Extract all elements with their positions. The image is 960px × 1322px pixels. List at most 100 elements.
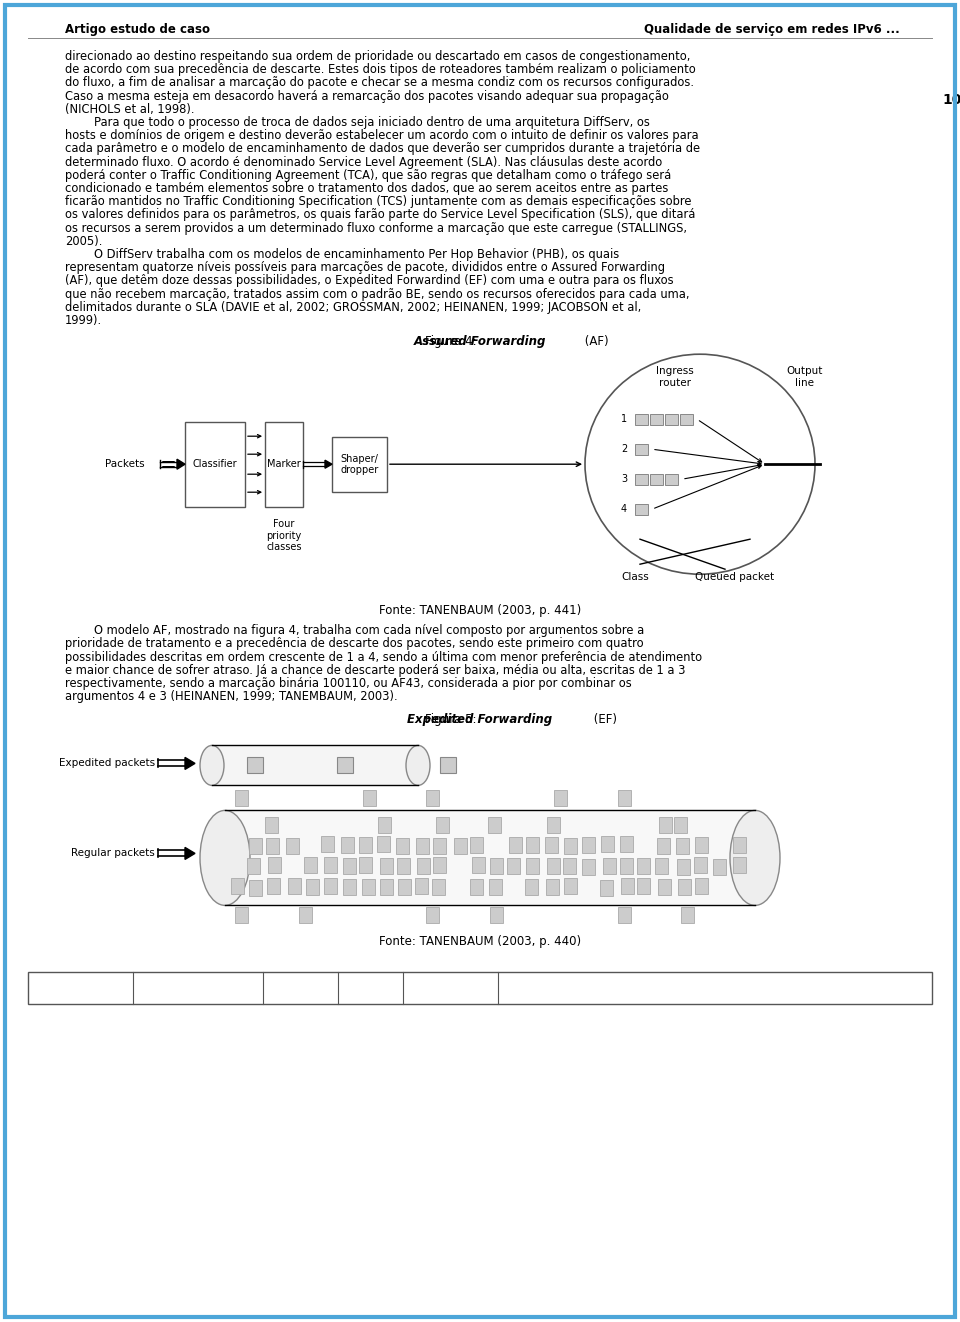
Polygon shape [185,847,195,859]
Bar [617,791,631,806]
Bar [433,838,446,854]
Text: possibilidades descritas em ordem crescente de 1 a 4, sendo a última com menor p: possibilidades descritas em ordem cresce… [65,650,702,664]
Bar [635,444,648,455]
Text: 104: 104 [943,93,960,107]
Text: hosts e domínios de origem e destino deverão estabelecer um acordo com o intuito: hosts e domínios de origem e destino dev… [65,130,699,143]
Text: v.3: v.3 [293,984,308,993]
Bar [732,837,746,853]
Bar [545,837,558,853]
Bar [398,879,411,895]
Polygon shape [325,460,332,468]
Ellipse shape [730,810,780,906]
Polygon shape [185,758,195,769]
Bar [712,859,726,875]
Text: que não recebem marcação, tratados assim com o padrão BE, sendo os recursos ofer: que não recebem marcação, tratados assim… [65,288,689,300]
Text: Qualidade de serviço em redes IPv6 ...: Qualidade de serviço em redes IPv6 ... [644,24,900,37]
Bar [678,879,690,895]
Bar [359,857,372,873]
Bar [635,414,648,424]
Text: 1999).: 1999). [65,315,102,327]
Bar [432,879,445,895]
Bar [362,879,374,895]
Bar [694,857,707,873]
Text: direcionado ao destino respeitando sua ordem de prioridade ou descartado em caso: direcionado ao destino respeitando sua o… [65,50,690,63]
Bar [380,879,393,895]
Bar [508,858,520,874]
Text: O DiffServ trabalha com os modelos de encaminhamento Per Hop Behavior (PHB), os : O DiffServ trabalha com os modelos de en… [65,249,619,260]
Text: Queued packet: Queued packet [695,572,775,582]
Bar [299,907,312,923]
Bar [617,907,631,923]
Bar [235,791,248,806]
Bar [678,859,690,875]
Bar [426,907,440,923]
Bar [454,838,468,854]
Text: p.98-120: p.98-120 [427,984,474,993]
Text: Expedited Forwarding: Expedited Forwarding [407,714,553,726]
Bar [621,878,634,895]
Bar [658,879,671,895]
Bar [547,858,560,874]
Text: 2005).: 2005). [65,235,103,247]
Bar [620,837,633,853]
Polygon shape [177,459,185,469]
Bar [695,837,708,853]
Bar [249,879,262,895]
Text: prioridade de tratamento e a precedência de descarte dos pacotes, sendo este pri: prioridade de tratamento e a precedência… [65,637,643,650]
Text: e maior chance de sofrer atraso. Já a chance de descarte poderá ser baixa, média: e maior chance de sofrer atraso. Já a ch… [65,664,685,677]
Bar [665,414,678,424]
Bar [306,879,319,895]
Text: Artigo estudo de caso: Artigo estudo de caso [65,24,210,37]
Text: 2: 2 [621,444,627,455]
Bar [268,857,280,874]
Bar [268,878,280,894]
Text: cada parâmetro e o modelo de encaminhamento de dados que deverão ser cumpridos d: cada parâmetro e o modelo de encaminhame… [65,143,700,156]
Text: Americana: Americana [170,984,226,993]
Text: Regular packets: Regular packets [71,849,155,858]
Bar [526,837,539,853]
Text: argumentos 4 e 3 (HEINANEN, 1999; TANEMBAUM, 2003).: argumentos 4 e 3 (HEINANEN, 1999; TANEMB… [65,690,397,703]
Bar [250,838,262,854]
Text: Output
line: Output line [787,366,823,387]
Bar [377,837,391,853]
Bar [341,837,353,853]
Bar [440,758,456,773]
Bar [601,837,613,853]
Bar [433,857,445,874]
Text: do fluxo, a fim de analisar a marcação do pacote e checar se a mesma condiz com : do fluxo, a fim de analisar a marcação d… [65,77,694,90]
Text: Figura 4:: Figura 4: [424,336,480,348]
Text: Ingress
router: Ingress router [656,366,694,387]
Bar [417,838,429,854]
Bar [656,858,668,874]
Text: 3: 3 [621,475,627,484]
Bar [324,858,337,874]
Bar [564,878,577,894]
Bar [231,878,245,894]
Bar [650,473,663,485]
Text: os recursos a serem providos a um determinado fluxo conforme a marcação que este: os recursos a serem providos a um determ… [65,222,687,234]
Text: os valores definidos para os parâmetros, os quais farão parte do Service Level S: os valores definidos para os parâmetros,… [65,209,695,221]
Text: Para que todo o processo de troca de dados seja iniciado dentro de uma arquitetu: Para que todo o processo de troca de dad… [65,116,650,130]
Bar [265,817,278,833]
Text: dropper: dropper [341,465,378,475]
Bar [247,858,259,874]
Bar [563,858,576,874]
Bar [322,837,334,853]
Bar [469,879,483,895]
Bar [554,791,566,806]
Bar [582,859,595,875]
Bar [491,858,503,874]
Bar [324,878,337,895]
Bar [332,436,387,492]
Bar [343,858,356,874]
Bar [28,973,932,1005]
Bar [674,817,686,833]
Bar [286,838,299,854]
Text: Packets: Packets [105,459,145,469]
Text: respectivamente, sendo a marcação binária 100110, ou AF43, considerada a pior po: respectivamente, sendo a marcação binári… [65,677,632,690]
Bar [660,817,672,833]
Bar [677,838,689,854]
Text: (AF), que detêm doze dessas possibilidades, o Expedited Forwardind (EF) com uma : (AF), que detêm doze dessas possibilidad… [65,275,674,287]
Bar [637,858,650,874]
Bar [378,817,392,833]
